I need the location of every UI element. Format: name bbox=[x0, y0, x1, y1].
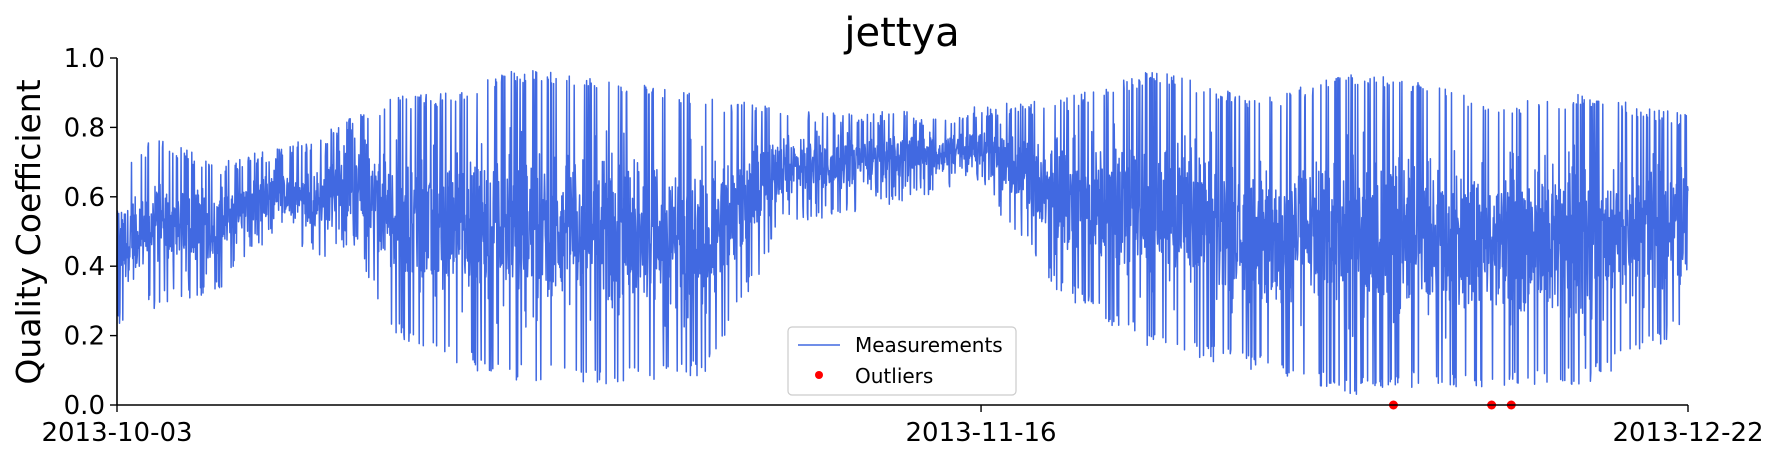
x-tick-label: 2013-10-03 bbox=[41, 418, 192, 448]
y-tick-label: 0.0 bbox=[64, 391, 105, 421]
y-tick-label: 0.4 bbox=[64, 252, 105, 282]
y-tick-label: 0.8 bbox=[64, 113, 105, 143]
legend-outliers-label: Outliers bbox=[855, 364, 933, 388]
legend-outliers-swatch bbox=[815, 371, 823, 379]
legend: Measurements Outliers bbox=[787, 326, 1017, 396]
x-ticks: 2013-10-03 2013-11-16 2013-12-22 bbox=[41, 405, 1764, 448]
chart-title: jettya bbox=[843, 10, 959, 56]
legend-measurements-label: Measurements bbox=[855, 333, 1003, 357]
measurements-line bbox=[116, 69, 1689, 395]
x-tick-label: 2013-11-16 bbox=[905, 418, 1056, 448]
x-tick-label: 2013-12-22 bbox=[1612, 418, 1763, 448]
y-tick-label: 0.6 bbox=[64, 183, 105, 213]
legend-frame bbox=[787, 326, 1017, 396]
y-axis-label: Quality Coefficient bbox=[9, 79, 48, 384]
y-tick-label: 0.2 bbox=[64, 322, 105, 352]
y-tick-label: 1.0 bbox=[64, 44, 105, 74]
y-ticks: 0.0 0.2 0.4 0.6 0.8 1.0 bbox=[64, 44, 117, 421]
